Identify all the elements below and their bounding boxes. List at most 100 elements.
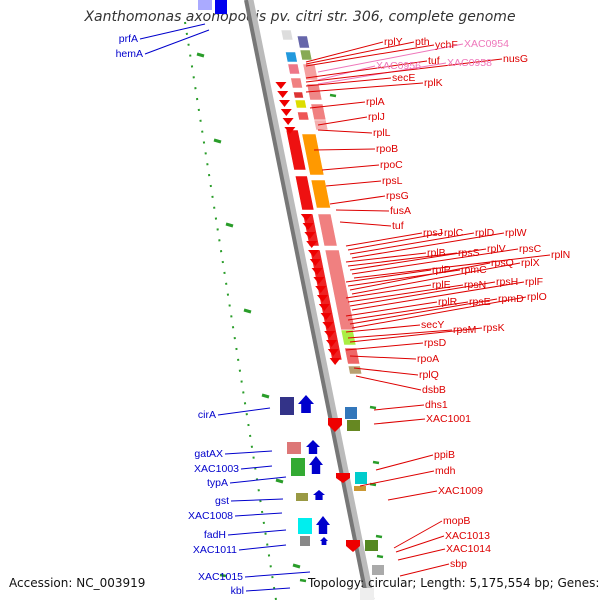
gene-label-rpsh[interactable]: rpsH	[496, 276, 518, 288]
gene-label-xac0956[interactable]: XAC0956	[376, 60, 421, 72]
gene-label-pth[interactable]: pth	[415, 36, 430, 48]
plus-strand-arrow[interactable]	[320, 537, 328, 545]
feature-block[interactable]	[296, 35, 310, 49]
gene-label-rpss[interactable]: rpsS	[458, 247, 480, 259]
gene-label-rplb[interactable]: rplB	[427, 247, 446, 259]
feature-block[interactable]	[215, 0, 227, 14]
feature-block[interactable]	[300, 536, 310, 546]
gene-label-rpln[interactable]: rplN	[551, 249, 570, 261]
feature-block[interactable]	[285, 51, 298, 63]
gene-label-rplk[interactable]: rplK	[424, 77, 443, 89]
gene-label-typa[interactable]: typA	[207, 477, 228, 489]
minus-strand-arrow[interactable]	[324, 331, 336, 338]
gene-label-xac1001[interactable]: XAC1001	[426, 413, 471, 425]
gene-label-rpsm[interactable]: rpsM	[453, 324, 476, 336]
feature-block[interactable]	[354, 486, 366, 491]
gene-label-rpsg[interactable]: rpsG	[386, 190, 409, 202]
gene-label-xac0958[interactable]: XAC0958	[447, 57, 492, 69]
minus-strand-arrow[interactable]	[313, 277, 325, 284]
gene-label-rpll[interactable]: rplL	[373, 127, 391, 139]
gene-label-rplq[interactable]: rplQ	[419, 369, 439, 381]
feature-block[interactable]	[294, 99, 307, 109]
minus-strand-arrow[interactable]	[306, 241, 318, 248]
gene-label-xac1014[interactable]: XAC1014	[446, 543, 491, 555]
gene-label-gatax[interactable]: gatAX	[194, 448, 223, 460]
gene-label-sbp[interactable]: sbp	[450, 558, 467, 570]
plus-strand-arrow[interactable]	[306, 440, 320, 454]
minus-strand-arrow[interactable]	[315, 286, 327, 293]
minus-strand-arrow[interactable]	[311, 268, 323, 275]
feature-block[interactable]	[372, 565, 384, 575]
gene-label-prfa[interactable]: prfA	[119, 33, 138, 45]
minus-strand-arrow[interactable]	[318, 304, 330, 311]
gene-label-gst[interactable]: gst	[215, 495, 229, 507]
gene-label-kbl[interactable]: kbl	[231, 585, 244, 597]
feature-block[interactable]	[287, 442, 301, 454]
minus-strand-arrow[interactable]	[326, 340, 337, 347]
feature-block[interactable]	[198, 0, 212, 10]
gene-label-tuf[interactable]: tuf	[428, 55, 440, 67]
feature-block[interactable]	[280, 397, 294, 415]
feature-block[interactable]	[280, 29, 294, 41]
feature-block[interactable]	[299, 49, 313, 61]
minus-strand-arrow[interactable]	[320, 313, 332, 320]
feature-block[interactable]	[306, 83, 323, 101]
gene-label-rplj[interactable]: rplJ	[368, 111, 385, 123]
gene-label-rpob[interactable]: rpoB	[376, 143, 398, 155]
plus-strand-arrow[interactable]	[298, 395, 314, 413]
gene-label-rplv[interactable]: rplV	[487, 243, 506, 255]
gene-label-cira[interactable]: cirA	[198, 409, 216, 421]
gene-label-tuf[interactable]: tuf	[392, 220, 404, 232]
gene-label-rpsj[interactable]: rpsJ	[423, 227, 443, 239]
gene-label-rpsd[interactable]: rpsD	[424, 337, 447, 349]
gene-label-rplx[interactable]: rplX	[521, 257, 540, 269]
gene-label-rply[interactable]: rplY	[384, 36, 403, 48]
gene-label-rplf[interactable]: rplF	[525, 276, 543, 288]
feature-block[interactable]	[297, 111, 310, 121]
minus-strand-arrow[interactable]	[309, 259, 321, 266]
feature-block[interactable]	[287, 63, 301, 75]
gene-label-sece[interactable]: secE	[392, 72, 415, 84]
gene-label-ppib[interactable]: ppiB	[434, 449, 455, 461]
gene-label-ychf[interactable]: ychF	[435, 39, 458, 51]
gene-label-rpsk[interactable]: rpsK	[483, 322, 505, 334]
gene-label-hema[interactable]: hemA	[116, 48, 143, 60]
feature-block[interactable]	[365, 540, 378, 551]
plus-strand-arrow[interactable]	[309, 456, 323, 474]
gene-label-xac0954[interactable]: XAC0954	[464, 38, 509, 50]
feature-block[interactable]	[293, 91, 304, 99]
gene-label-rplo[interactable]: rplO	[527, 291, 547, 303]
minus-strand-arrow[interactable]	[279, 100, 290, 107]
feature-block[interactable]	[347, 365, 363, 375]
feature-block[interactable]	[310, 179, 331, 209]
minus-strand-arrow[interactable]	[327, 349, 339, 356]
minus-strand-arrow[interactable]	[346, 540, 360, 552]
feature-block[interactable]	[298, 518, 312, 534]
gene-label-xac1009[interactable]: XAC1009	[438, 485, 483, 497]
gene-label-rpsl[interactable]: rpsL	[382, 175, 403, 187]
feature-block[interactable]	[265, 29, 278, 41]
gene-label-rpla[interactable]: rplA	[366, 96, 385, 108]
minus-strand-arrow[interactable]	[282, 118, 294, 125]
minus-strand-arrow[interactable]	[322, 322, 334, 329]
minus-strand-arrow[interactable]	[308, 250, 319, 257]
gene-label-rpmc[interactable]: rpmC	[461, 264, 487, 276]
gene-label-rple[interactable]: rplE	[432, 279, 451, 291]
gene-label-xac1011[interactable]: XAC1011	[193, 544, 237, 556]
minus-strand-arrow[interactable]	[300, 214, 312, 221]
gene-label-secy[interactable]: secY	[421, 319, 444, 331]
gene-label-fusa[interactable]: fusA	[390, 205, 411, 217]
feature-block[interactable]	[291, 458, 305, 476]
gene-label-rpsn[interactable]: rpsN	[464, 279, 486, 291]
plus-strand-arrow[interactable]	[316, 516, 330, 534]
minus-strand-arrow[interactable]	[329, 358, 341, 365]
minus-strand-arrow[interactable]	[280, 109, 292, 116]
minus-strand-arrow[interactable]	[317, 295, 328, 302]
gene-label-dsbb[interactable]: dsbB	[422, 384, 446, 396]
feature-block[interactable]	[317, 213, 338, 247]
gene-label-fadh[interactable]: fadH	[204, 529, 226, 541]
gene-label-rplr[interactable]: rplR	[438, 296, 458, 308]
gene-label-rpsc[interactable]: rpsC	[519, 243, 542, 255]
gene-label-xac1003[interactable]: XAC1003	[194, 463, 239, 475]
gene-label-nusg[interactable]: nusG	[503, 53, 528, 65]
